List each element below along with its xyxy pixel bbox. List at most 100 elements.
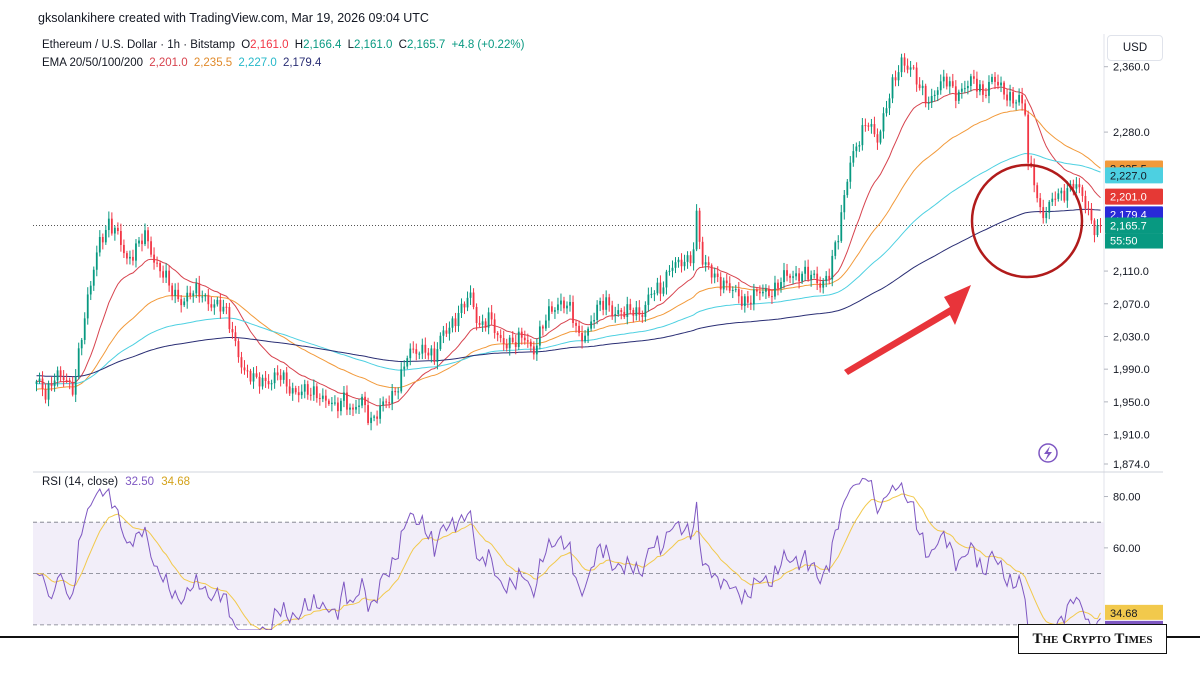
candle-body (876, 134, 879, 143)
rsi-legend-label: RSI (14, close) (42, 476, 119, 488)
candle-body (602, 300, 605, 310)
candle-body (448, 327, 451, 334)
candle-body (861, 125, 864, 146)
candle-body (165, 270, 168, 278)
candle-body (195, 283, 198, 294)
candle-body (825, 275, 828, 282)
chart-attribution: gksolankihere created with TradingView.c… (38, 11, 429, 25)
candle-body (972, 76, 975, 79)
candle-body (629, 304, 632, 311)
candle-body (930, 96, 933, 103)
candle-body (593, 319, 596, 322)
ema-legend: EMA 20/50/100/200 2,201.0 2,235.5 2,227.… (42, 57, 324, 69)
close-value: 2,165.7 (406, 39, 446, 51)
candle-body (514, 342, 517, 347)
candle-body (846, 181, 849, 196)
candle-body (689, 255, 692, 264)
candle-body (478, 322, 481, 325)
candle-body (373, 416, 375, 418)
candle-body (906, 65, 909, 70)
candle-body (156, 262, 158, 264)
candle-body (47, 383, 50, 400)
candle-body (415, 349, 418, 354)
candle-body (282, 372, 285, 380)
candle-body (129, 256, 131, 259)
candle-body (180, 299, 183, 306)
ema100-badge (1105, 167, 1163, 184)
candle-body (671, 267, 674, 271)
candle-body (692, 249, 695, 264)
candle-body (62, 377, 65, 380)
candle-body (294, 388, 297, 393)
candle-body (858, 145, 861, 147)
candle-body (1054, 198, 1057, 200)
candle-body (780, 282, 782, 289)
candle-body (264, 377, 267, 382)
candle-body (261, 377, 264, 387)
candle-body (466, 297, 469, 308)
candle-body (870, 124, 873, 127)
countdown-label: 55:50 (1110, 236, 1138, 248)
lightning-icon-glyph (1044, 446, 1052, 461)
candle-body (255, 373, 258, 377)
candle-body (442, 330, 445, 336)
candle-body (879, 131, 882, 143)
candle-body (921, 85, 924, 89)
candle-body (885, 108, 888, 114)
low-value: 2,161.0 (354, 39, 393, 51)
candle-body (731, 289, 734, 291)
candle-body (177, 289, 180, 300)
candle-body (198, 283, 201, 297)
candle-body (364, 396, 366, 406)
ema50-value: 2,235.5 (193, 57, 233, 69)
candle-body (638, 307, 641, 315)
candle-body (954, 86, 957, 101)
candle-body (53, 380, 56, 387)
candle-body (168, 270, 171, 286)
last-price-badge (1105, 217, 1163, 234)
close-label: C (398, 39, 407, 51)
candle-body (1090, 208, 1093, 221)
candle-body (427, 352, 430, 356)
candle-body (147, 230, 149, 242)
chart-frame[interactable]: 2,360.0 2,280.0 2,110.0 2,070.0 2,030.0 1,990… (33, 34, 1163, 630)
candle-body (141, 240, 143, 245)
candle-body (665, 271, 668, 288)
candle-body (979, 84, 981, 92)
currency-button[interactable]: USD (1107, 35, 1163, 61)
candle-body (1096, 225, 1099, 236)
candle-body (810, 274, 813, 280)
candle-body (737, 289, 740, 297)
candle-body (445, 330, 448, 334)
ema20-badge-label: 2,201.0 (1110, 192, 1147, 204)
rsi-line (36, 477, 1101, 630)
candle-body (252, 373, 255, 382)
high-value: 2,166.4 (303, 39, 342, 51)
candle-body (686, 255, 689, 262)
candle-body (1078, 184, 1081, 188)
candle-body (924, 85, 927, 104)
candle-body (113, 227, 116, 234)
candle-body (918, 84, 921, 89)
candle-body (119, 231, 122, 245)
price-tick-label: 2,280.0 (1113, 127, 1150, 139)
candle-body (584, 335, 586, 342)
candle-body (213, 304, 216, 308)
candle-body (650, 293, 653, 295)
candle-body (563, 300, 565, 309)
price-chart[interactable]: 2,360.0 2,280.0 2,110.0 2,070.0 2,030.0 1,990… (33, 34, 1163, 630)
candle-body (327, 400, 330, 405)
candle-body (469, 292, 472, 298)
ema100-badge-label: 2,227.0 (1110, 170, 1147, 182)
candle-body (867, 125, 870, 127)
candle-body (1042, 207, 1045, 219)
candle-body (186, 292, 189, 302)
candle-body (421, 344, 424, 354)
candle-body (457, 313, 460, 327)
candle-body (403, 366, 406, 370)
candle-body (644, 304, 647, 317)
candle-body (725, 280, 728, 284)
candle-body (210, 304, 213, 308)
rsi-tick-label: 60.00 (1113, 543, 1141, 555)
candle-body (376, 416, 379, 419)
